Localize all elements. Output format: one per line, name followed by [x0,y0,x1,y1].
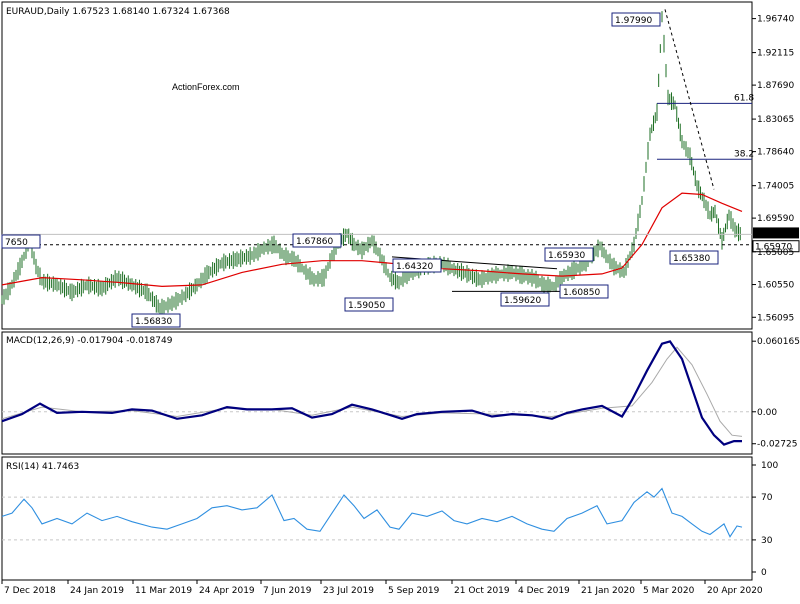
price-ytick-label: 1.60550 [757,281,794,291]
label-1-60850-box [559,284,609,299]
label-high: 1.97990 [615,16,652,26]
price-ytick-label: 1.96740 [757,15,794,25]
price-ytick-label: 1.78640 [757,148,794,158]
x-tick-label: 7 Dec 2018 [4,586,56,596]
macd-title: MACD(12,26,9) -0.017904 -0.018749 [6,336,173,346]
label-high-box [611,12,661,27]
rsi-ytick-label: 0 [761,568,767,578]
fib-label: 61.8 [734,93,754,103]
current-price-box [753,227,799,239]
x-tick-label: 7 Jun 2019 [263,586,312,596]
rsi-line [1,487,743,538]
rsi-title: RSI(14) 41.7463 [6,462,79,472]
x-tick-label: 5 Mar 2020 [643,586,695,596]
label-1-56830: 1.56830 [135,317,172,327]
x-tick-label: 11 Mar 2019 [135,586,192,596]
price-ytick-label: 1.87690 [757,81,794,91]
level-box [752,240,800,253]
chart-header: EURAUD,Daily 1.67523 1.68140 1.67324 1.6… [6,7,230,17]
current-price-label: 1.67368 [755,229,792,239]
label-1-59620-box [500,292,550,307]
x-tick-label: 4 Dec 2019 [518,586,570,596]
label-low-1-box [669,250,719,265]
label-1-59050: 1.59050 [348,301,385,311]
label-1-65930: 1.65930 [548,251,585,261]
label-1-56830-box [131,313,181,328]
trend-dashed-line [664,9,715,190]
x-tick-label: 20 Apr 2020 [707,586,763,596]
x-tick-label: 21 Jan 2020 [581,586,635,596]
label-1-60850: 1.60850 [563,288,600,298]
rsi-ytick-label: 100 [761,461,778,471]
label-1-64320-box [392,258,442,273]
fib-label: 38.2 [734,149,754,159]
macd-ytick-label: 0.00 [757,408,777,418]
rsi-ytick-label: 70 [761,493,773,503]
watermark: ActionForex.com [172,82,240,92]
macd-line [1,340,742,446]
x-tick-label: 21 Oct 2019 [454,586,510,596]
price-ytick-label: 1.83065 [757,115,794,125]
label-1-64320: 1.64320 [396,262,433,272]
price-ytick-label: 1.74005 [757,182,794,192]
label-1-59050-box [344,297,394,312]
panel-frame-price [1,1,753,330]
label-low-1: 1.65380 [673,254,710,264]
x-tick-label: 24 Jan 2019 [70,586,124,596]
label-1-67860-box [292,233,342,248]
label-1-67860: 1.67860 [296,237,333,247]
level-label: 1.65970 [755,243,792,253]
price-ytick-label: 1.56095 [757,313,794,323]
macd-ytick-label: 0.060165 [757,337,800,347]
panel-frame-macd [1,331,753,455]
label-1-65930-box [544,247,594,262]
label-left-7650-box [1,234,41,249]
x-tick-label: 23 Jul 2019 [323,586,374,596]
macd-ytick-label: -0.02725 [757,440,797,450]
panel-frame-rsi [1,456,753,581]
price-ytick-label: 1.92115 [757,49,794,59]
label-left-7650: 7650 [5,238,28,248]
label-1-59620: 1.59620 [504,296,541,306]
rsi-ytick-label: 30 [761,536,773,546]
price-ytick-label: 1.69590 [757,214,794,224]
x-tick-label: 5 Sep 2019 [388,586,440,596]
price-ytick-label: 1.65005 [757,248,794,258]
x-tick-label: 24 Apr 2019 [199,586,255,596]
ma-line [1,192,743,288]
